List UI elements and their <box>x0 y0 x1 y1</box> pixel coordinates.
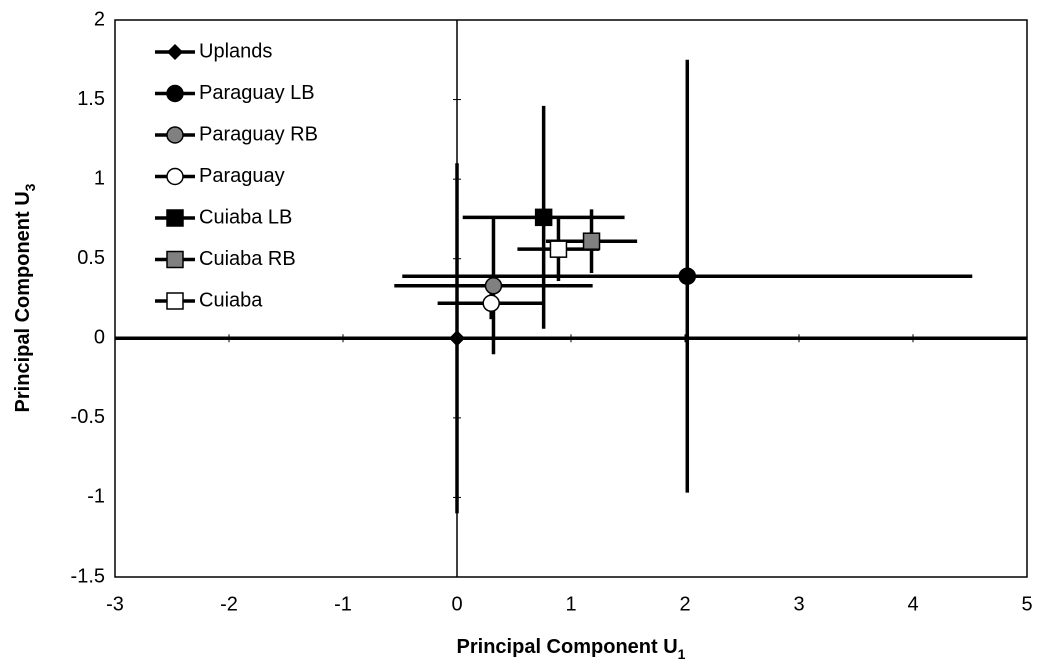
point <box>482 294 500 313</box>
legend-label: Uplands <box>199 40 272 62</box>
y-tick-label: -1 <box>87 486 105 508</box>
x-tick-label: 2 <box>679 593 690 615</box>
y-tick-label: -1.5 <box>71 565 105 587</box>
legend-marker <box>166 167 184 186</box>
y-tick-label: 1.5 <box>77 88 105 110</box>
legend-label: Cuiaba RB <box>199 248 296 270</box>
legend-label: Cuiaba <box>199 289 263 311</box>
legend-marker <box>166 250 184 269</box>
legend-marker <box>166 84 184 103</box>
legend-label: Paraguay RB <box>199 123 318 145</box>
legend-label: Cuiaba LB <box>199 206 292 228</box>
point <box>484 277 503 295</box>
x-axis-label-text: Principal Component U <box>457 636 678 658</box>
legend-marker <box>166 126 184 144</box>
legend-marker <box>166 292 184 310</box>
x-tick-label: 3 <box>793 593 804 615</box>
y-axis-label: Principal Component U3 <box>12 183 37 412</box>
x-tick-label: 1 <box>565 593 576 615</box>
y-tick-label: 2 <box>94 8 105 30</box>
y-tick-label: 0 <box>94 327 105 349</box>
y-axis-label-sub: 3 <box>22 183 38 191</box>
x-tick-label: -2 <box>220 593 238 615</box>
y-tick-label: -0.5 <box>71 406 105 428</box>
point <box>582 232 601 250</box>
x-tick-label: 0 <box>451 593 462 615</box>
x-axis-label: Principal Component U1 <box>457 636 686 661</box>
point <box>448 330 466 347</box>
legend-marker <box>166 43 184 61</box>
x-tick-label: -1 <box>334 593 352 615</box>
y-tick-label: 1 <box>94 167 105 189</box>
point <box>549 240 568 258</box>
plot-frame <box>114 19 1028 578</box>
x-tick-label: 5 <box>1021 593 1032 615</box>
y-axis-label-text: Principal Component U <box>12 191 34 412</box>
x-axis-label-sub: 1 <box>678 646 686 662</box>
point <box>534 208 553 227</box>
legend-label: Paraguay LB <box>199 82 315 104</box>
legend-label: Paraguay <box>199 165 285 187</box>
x-tick-label: -3 <box>106 593 124 615</box>
y-tick-label: 0.5 <box>77 247 105 269</box>
x-tick-label: 4 <box>907 593 918 615</box>
legend-marker <box>166 209 184 227</box>
point <box>678 267 697 285</box>
